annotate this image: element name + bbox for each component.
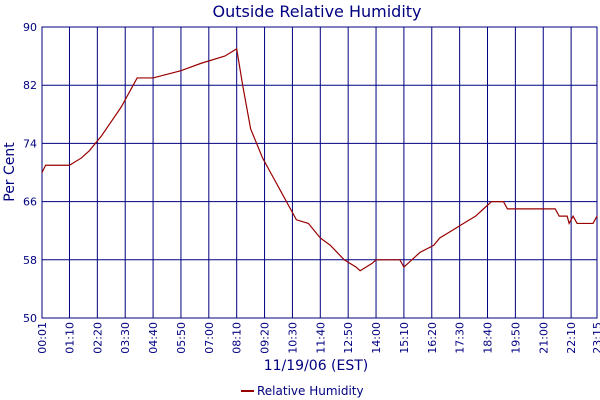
- chart-title: Outside Relative Humidity: [212, 2, 421, 21]
- y-tick-label: 90: [23, 21, 37, 34]
- x-tick-label: 07:00: [203, 322, 216, 354]
- x-tick-label: 11:40: [314, 322, 327, 354]
- x-tick-label: 01:10: [63, 322, 76, 354]
- x-tick-label: 08:10: [231, 322, 244, 354]
- x-tick-label: 14:00: [370, 322, 383, 354]
- data-line: [41, 47, 598, 272]
- y-tick-label: 82: [23, 79, 37, 92]
- x-tick-label: 10:30: [286, 322, 299, 354]
- x-axis-label: 11/19/06 (EST): [264, 358, 369, 374]
- x-tick-label: 18:40: [482, 322, 495, 354]
- x-tick-label: 12:50: [342, 322, 355, 354]
- x-tick-label: 15:10: [398, 322, 411, 354]
- y-axis-label: Per Cent: [2, 142, 18, 202]
- x-tick-label: 03:30: [119, 322, 132, 354]
- x-tick-label: 02:20: [91, 322, 104, 354]
- y-tick-label: 74: [23, 137, 37, 150]
- x-tick-label: 21:00: [537, 322, 550, 354]
- y-tick-label: 58: [23, 254, 37, 267]
- x-tick-label: 00:01: [36, 322, 49, 354]
- legend-label: Relative Humidity: [257, 384, 364, 398]
- x-tick-label: 17:30: [454, 322, 467, 354]
- x-tick-label: 22:10: [565, 322, 578, 354]
- x-tick-label: 19:50: [509, 322, 522, 354]
- x-tick-label: 04:40: [147, 322, 160, 354]
- x-tick-label: 16:20: [426, 322, 439, 354]
- x-tick-label: 09:20: [259, 322, 272, 354]
- x-tick-label: 05:50: [175, 322, 188, 354]
- x-tick-label: 23:15: [591, 322, 600, 354]
- y-tick-label: 50: [23, 312, 37, 325]
- y-tick-label: 66: [23, 196, 37, 209]
